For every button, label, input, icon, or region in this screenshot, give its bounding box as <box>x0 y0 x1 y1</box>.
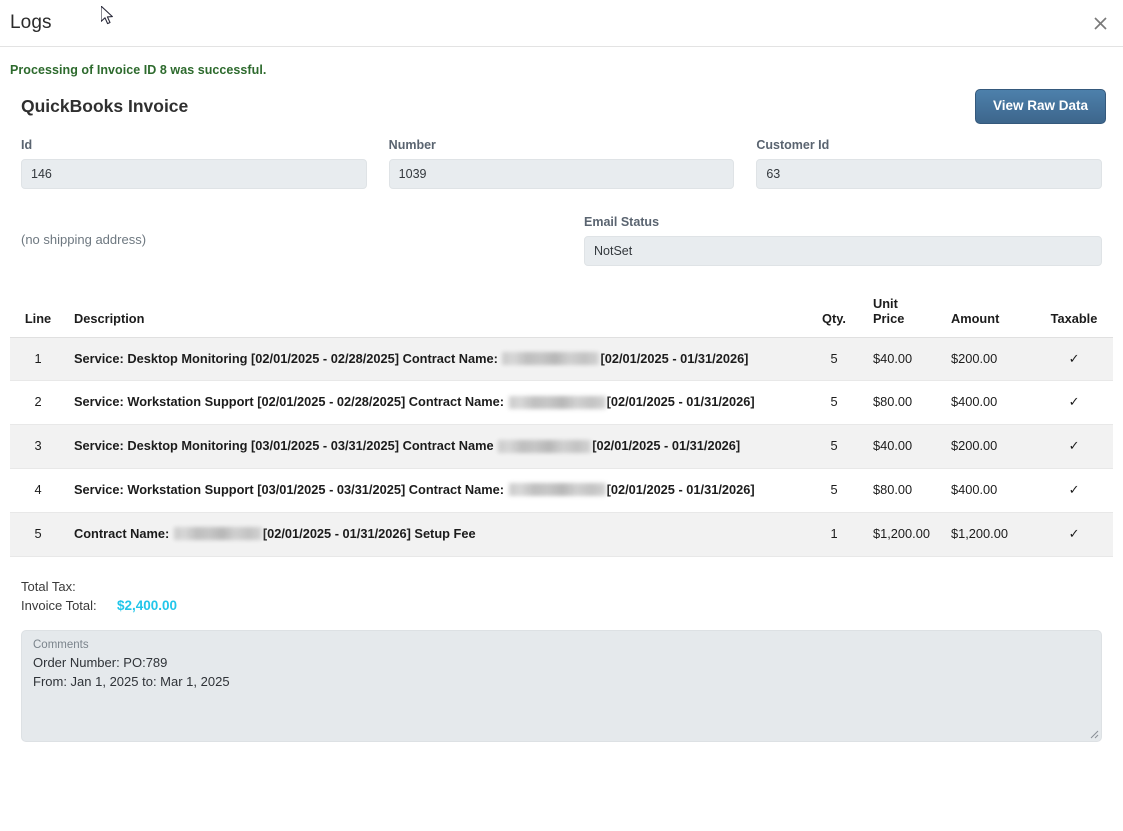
customer-id-input[interactable] <box>756 158 1103 189</box>
form-row-address: (no shipping address) Email Status <box>10 215 1113 266</box>
redacted-contract-name <box>173 527 262 541</box>
description-suffix: [02/01/2025 - 01/31/2026] <box>606 394 755 410</box>
table-row: 2 Service: Workstation Support [02/01/202… <box>10 380 1113 426</box>
view-raw-data-button[interactable]: View Raw Data <box>974 89 1106 124</box>
cell-amount: $200.00 <box>943 424 1035 470</box>
header-amount: Amount <box>943 295 1035 338</box>
cell-qty: 5 <box>803 468 865 514</box>
cell-taxable-check: ✓ <box>1035 468 1113 514</box>
cell-description: Service: Desktop Monitoring [03/01/2025 … <box>66 424 803 470</box>
header-unit-price-line2: Price <box>873 310 905 326</box>
cell-description: Service: Workstation Support [03/01/2025… <box>66 468 803 514</box>
totals-block: Total Tax: Invoice Total: $2,400.00 <box>10 579 1113 613</box>
table-header-row: Line Description Qty. Unit Price Amount … <box>10 295 1113 338</box>
description-suffix: [02/01/2025 - 01/31/2026] <box>600 350 749 366</box>
shipping-address-block: (no shipping address) <box>21 215 562 266</box>
section-title: QuickBooks Invoice <box>21 95 189 116</box>
table-row: 5 Contract Name: [02/01/2025 - 01/31/2026… <box>10 512 1113 558</box>
description-suffix: [02/01/2025 - 01/31/2026] <box>606 482 755 498</box>
cell-line: 5 <box>10 512 66 558</box>
total-tax-line: Total Tax: <box>21 579 1113 594</box>
cell-unit-price: $80.00 <box>865 380 943 426</box>
header-unit-price: Unit Price <box>865 295 943 338</box>
resize-handle-icon[interactable] <box>1086 726 1099 739</box>
cell-description: Service: Desktop Monitoring [02/01/2025 … <box>66 337 803 382</box>
cell-amount: $1,200.00 <box>943 512 1035 558</box>
number-input[interactable] <box>388 158 735 189</box>
section-header: QuickBooks Invoice View Raw Data <box>10 89 1113 124</box>
header-taxable: Taxable <box>1035 295 1113 338</box>
invoice-total-label: Invoice Total: <box>21 598 97 614</box>
cell-taxable-check: ✓ <box>1035 424 1113 470</box>
cell-unit-price: $1,200.00 <box>865 512 943 558</box>
description-suffix: [02/01/2025 - 01/31/2026] Setup Fee <box>262 526 476 542</box>
cell-line: 4 <box>10 468 66 514</box>
comments-text: Order Number: PO:789 From: Jan 1, 2025 t… <box>33 655 230 690</box>
cell-qty: 5 <box>803 337 865 382</box>
cell-line: 1 <box>10 337 66 382</box>
modal-header: Logs <box>0 0 1123 47</box>
modal-body: Processing of Invoice ID 8 was successfu… <box>0 63 1123 743</box>
field-group-number: Number <box>388 137 735 189</box>
header-unit-price-line1: Unit <box>873 295 898 311</box>
close-x-icon <box>1093 16 1107 30</box>
cell-amount: $400.00 <box>943 380 1035 426</box>
cell-unit-price: $80.00 <box>865 468 943 514</box>
page-title: Logs <box>10 12 52 33</box>
description-prefix: Service: Desktop Monitoring [02/01/2025 … <box>74 350 498 366</box>
cell-description: Service: Workstation Support [02/01/2025… <box>66 380 803 426</box>
id-input[interactable] <box>21 158 367 189</box>
total-tax-label: Total Tax: <box>21 579 76 595</box>
cell-amount: $400.00 <box>943 468 1035 514</box>
email-status-input[interactable] <box>584 235 1102 266</box>
cell-taxable-check: ✓ <box>1035 337 1113 382</box>
cell-unit-price: $40.00 <box>865 424 943 470</box>
field-group-customer-id: Customer Id <box>756 137 1103 189</box>
header-qty: Qty. <box>803 295 865 338</box>
cell-taxable-check: ✓ <box>1035 512 1113 558</box>
cell-line: 2 <box>10 380 66 426</box>
number-label: Number <box>388 137 436 152</box>
cell-description: Contract Name: [02/01/2025 - 01/31/2026]… <box>66 512 803 558</box>
redacted-contract-name <box>508 483 606 497</box>
field-group-email-status: Email Status <box>584 215 1102 266</box>
cell-amount: $200.00 <box>943 337 1035 382</box>
comments-section: Comments Order Number: PO:789 From: Jan … <box>21 630 1102 743</box>
invoice-line-items-table: Line Description Qty. Unit Price Amount … <box>10 295 1113 558</box>
header-line: Line <box>10 295 66 338</box>
table-head: Line Description Qty. Unit Price Amount … <box>10 295 1113 338</box>
header-description: Description <box>66 295 803 338</box>
email-status-label: Email Status <box>584 214 660 229</box>
field-group-id: Id <box>21 138 367 189</box>
cell-qty: 5 <box>803 424 865 470</box>
cell-qty: 5 <box>803 380 865 426</box>
invoice-total-line: Invoice Total: $2,400.00 <box>21 598 1113 613</box>
cell-line: 3 <box>10 424 66 470</box>
id-label: Id <box>21 137 33 152</box>
table-row: 4 Service: Workstation Support [03/01/202… <box>10 468 1113 514</box>
close-button[interactable] <box>1087 10 1113 36</box>
table-row: 3 Service: Desktop Monitoring [03/01/2025… <box>10 424 1113 470</box>
description-prefix: Service: Desktop Monitoring [03/01/2025 … <box>74 438 494 454</box>
cell-taxable-check: ✓ <box>1035 380 1113 426</box>
description-suffix: [02/01/2025 - 01/31/2026] <box>592 438 741 454</box>
redacted-contract-name <box>508 395 606 409</box>
comments-textarea[interactable]: Comments Order Number: PO:789 From: Jan … <box>21 630 1102 743</box>
invoice-total-value: $2,400.00 <box>117 598 178 614</box>
comments-legend: Comments <box>33 639 89 652</box>
form-row-identifiers: Id Number Customer Id <box>10 138 1113 189</box>
description-prefix: Contract Name: <box>74 526 170 542</box>
table-body: 1 Service: Desktop Monitoring [02/01/2025… <box>10 337 1113 558</box>
redacted-contract-name <box>498 439 592 453</box>
description-prefix: Service: Workstation Support [03/01/2025… <box>74 482 505 498</box>
cell-unit-price: $40.00 <box>865 337 943 382</box>
description-prefix: Service: Workstation Support [02/01/2025… <box>74 394 505 410</box>
customer-id-label: Customer Id <box>756 137 830 152</box>
redacted-contract-name <box>502 351 600 365</box>
status-message: Processing of Invoice ID 8 was successfu… <box>10 63 267 77</box>
cell-qty: 1 <box>803 512 865 558</box>
shipping-address-text: (no shipping address) <box>21 231 147 247</box>
table-row: 1 Service: Desktop Monitoring [02/01/2025… <box>10 337 1113 382</box>
